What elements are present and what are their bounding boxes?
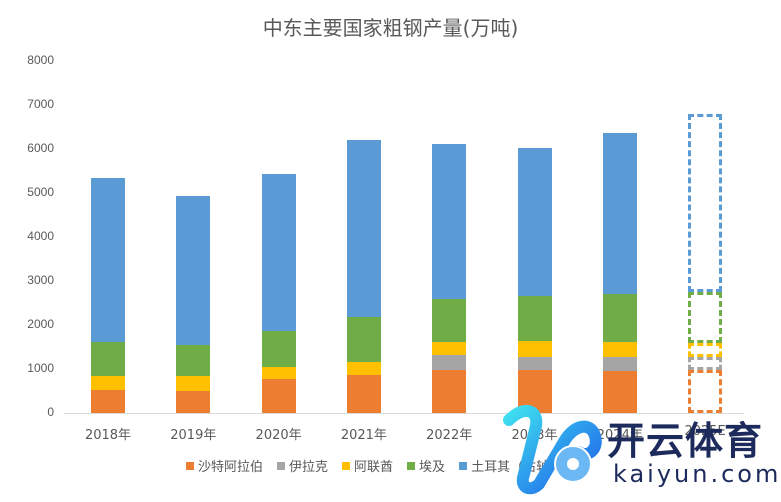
y-tick-label: 4000 <box>27 229 54 243</box>
x-tick-label: 2020年 <box>255 428 302 443</box>
bar-segment[interactable] <box>346 317 381 362</box>
bar-segment[interactable] <box>432 369 467 413</box>
bar-segment[interactable] <box>688 370 723 413</box>
legend: 沙特阿拉伯 伊拉克 阿联酋 埃及 土耳其（右轴） <box>186 456 562 475</box>
legend-swatch-icon <box>407 461 416 470</box>
bar-segment[interactable] <box>261 366 296 380</box>
x-tick-label: 2021年 <box>340 428 387 443</box>
bar-segment[interactable] <box>346 374 381 413</box>
bar-segment[interactable] <box>432 299 467 343</box>
legend-item-iraq[interactable]: 伊拉克 <box>277 456 328 475</box>
bar-segment[interactable] <box>91 376 125 391</box>
y-tick-label: 8000 <box>27 53 54 67</box>
legend-label: 伊拉克 <box>289 460 329 475</box>
watermark: 开云体育 kaiyun.com <box>495 400 781 500</box>
bar-segment[interactable] <box>261 174 296 332</box>
x-tick-label: 2024年 <box>596 428 643 443</box>
legend-item-saudi[interactable]: 沙特阿拉伯 <box>186 456 263 475</box>
bar-segment[interactable] <box>432 342 467 355</box>
bar-segment[interactable] <box>432 144 467 300</box>
bar-segment[interactable] <box>91 342 125 377</box>
bar-segment[interactable] <box>176 391 211 413</box>
bar-segment[interactable] <box>688 113 723 292</box>
bar-segment[interactable] <box>602 371 637 413</box>
watermark-en-text: kaiyun.com <box>613 460 781 488</box>
y-tick-label: 3000 <box>27 273 54 287</box>
x-axis-line <box>64 413 744 414</box>
kaiyun-logo-icon <box>503 404 602 495</box>
bar-segment[interactable] <box>261 379 296 413</box>
legend-label: 土耳其（右轴） <box>471 460 563 475</box>
bar-segment[interactable] <box>602 357 637 372</box>
bar-segment[interactable] <box>91 390 125 413</box>
legend-item-egypt[interactable]: 埃及 <box>407 456 445 475</box>
bar-segment[interactable] <box>688 292 723 343</box>
legend-label: 阿联酋 <box>354 460 394 475</box>
legend-item-uae[interactable]: 阿联酋 <box>342 456 393 475</box>
watermark-cn-text: 开云体育 <box>607 419 764 463</box>
y-tick-label: 0 <box>47 405 54 419</box>
y-tick-label: 1000 <box>27 361 54 375</box>
bar-segment[interactable] <box>688 357 723 371</box>
bar-segment[interactable] <box>517 340 552 358</box>
legend-swatch-icon <box>186 461 194 470</box>
bar-segment[interactable] <box>176 344 211 377</box>
chart-title: 中东主要国家粗钢产量(万吨) <box>262 16 519 40</box>
bar-segment[interactable] <box>517 295 552 341</box>
legend-swatch-icon <box>459 461 468 470</box>
x-tick-label: 2018年 <box>84 428 132 443</box>
bar-segment[interactable] <box>517 148 552 296</box>
bar-segment[interactable] <box>91 178 125 343</box>
bar-segment[interactable] <box>517 357 552 370</box>
bar-segment[interactable] <box>176 196 211 345</box>
bar-segment[interactable] <box>602 341 637 358</box>
bar-segment[interactable] <box>602 294 637 342</box>
y-tick-label: 6000 <box>27 141 54 155</box>
bar-segment[interactable] <box>602 133 637 295</box>
bar-segment[interactable] <box>432 354 467 370</box>
bar-segment[interactable] <box>176 376 211 391</box>
legend-swatch-icon <box>277 461 286 470</box>
legend-label: 埃及 <box>419 460 446 475</box>
x-tick-label: 2022年 <box>426 428 473 443</box>
legend-swatch-icon <box>342 461 351 470</box>
x-tick-label: 2019年 <box>170 428 217 443</box>
bar-segment[interactable] <box>688 342 723 358</box>
y-tick-label: 7000 <box>27 97 54 111</box>
bar-segment[interactable] <box>261 331 296 367</box>
y-tick-label: 2000 <box>27 317 54 331</box>
legend-label: 沙特阿拉伯 <box>198 460 264 475</box>
y-tick-label: 5000 <box>27 185 54 199</box>
bar-segment[interactable] <box>346 361 381 375</box>
bar-segment[interactable] <box>346 140 381 318</box>
legend-item-turkey[interactable]: 土耳其（右轴） <box>459 456 562 475</box>
x-tick-label: 2025E <box>684 424 726 439</box>
